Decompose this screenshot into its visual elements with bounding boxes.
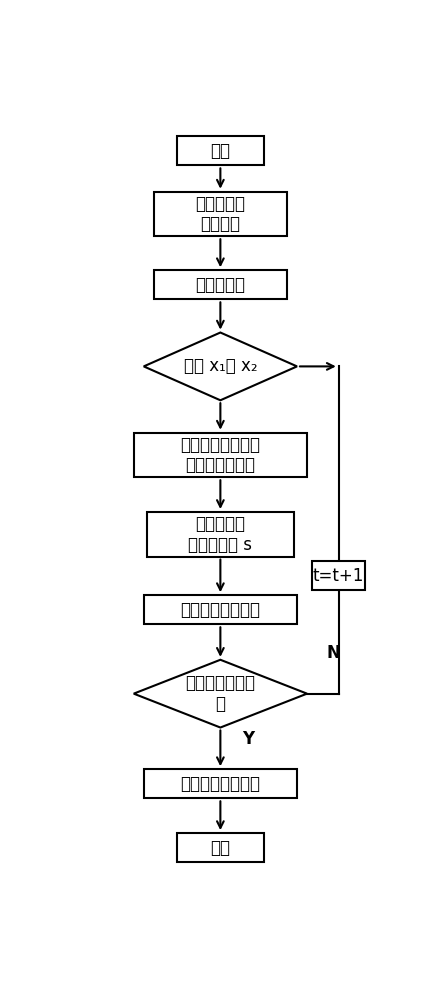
Text: 输出实际信号轨迹: 输出实际信号轨迹 bbox=[180, 775, 261, 793]
FancyBboxPatch shape bbox=[147, 512, 294, 557]
Text: 计算 x₁、 x₂: 计算 x₁、 x₂ bbox=[184, 357, 257, 375]
Text: 初始化参数: 初始化参数 bbox=[195, 276, 246, 294]
FancyBboxPatch shape bbox=[144, 595, 297, 624]
Text: N: N bbox=[327, 644, 341, 662]
FancyBboxPatch shape bbox=[134, 433, 307, 477]
FancyBboxPatch shape bbox=[177, 833, 264, 862]
Text: 结束: 结束 bbox=[210, 839, 230, 857]
FancyBboxPatch shape bbox=[144, 769, 297, 798]
Text: 开始: 开始 bbox=[210, 142, 230, 160]
Text: 设定输出电
压参考值: 设定输出电 压参考值 bbox=[195, 195, 246, 233]
Polygon shape bbox=[134, 660, 307, 728]
FancyBboxPatch shape bbox=[154, 270, 287, 299]
FancyBboxPatch shape bbox=[154, 192, 287, 236]
Polygon shape bbox=[144, 333, 297, 400]
Text: t=t+1: t=t+1 bbox=[313, 567, 364, 585]
Text: 根据趋近律
计算滑模面 s: 根据趋近律 计算滑模面 s bbox=[188, 515, 252, 554]
FancyBboxPatch shape bbox=[177, 136, 264, 165]
Text: Y: Y bbox=[242, 730, 254, 748]
FancyBboxPatch shape bbox=[312, 561, 366, 590]
Text: 是否达到采样个
数: 是否达到采样个 数 bbox=[185, 674, 255, 713]
Text: 计算控制信号输入: 计算控制信号输入 bbox=[180, 601, 261, 619]
Text: 根据观测器算法测
出扰动的估计值: 根据观测器算法测 出扰动的估计值 bbox=[180, 436, 261, 474]
